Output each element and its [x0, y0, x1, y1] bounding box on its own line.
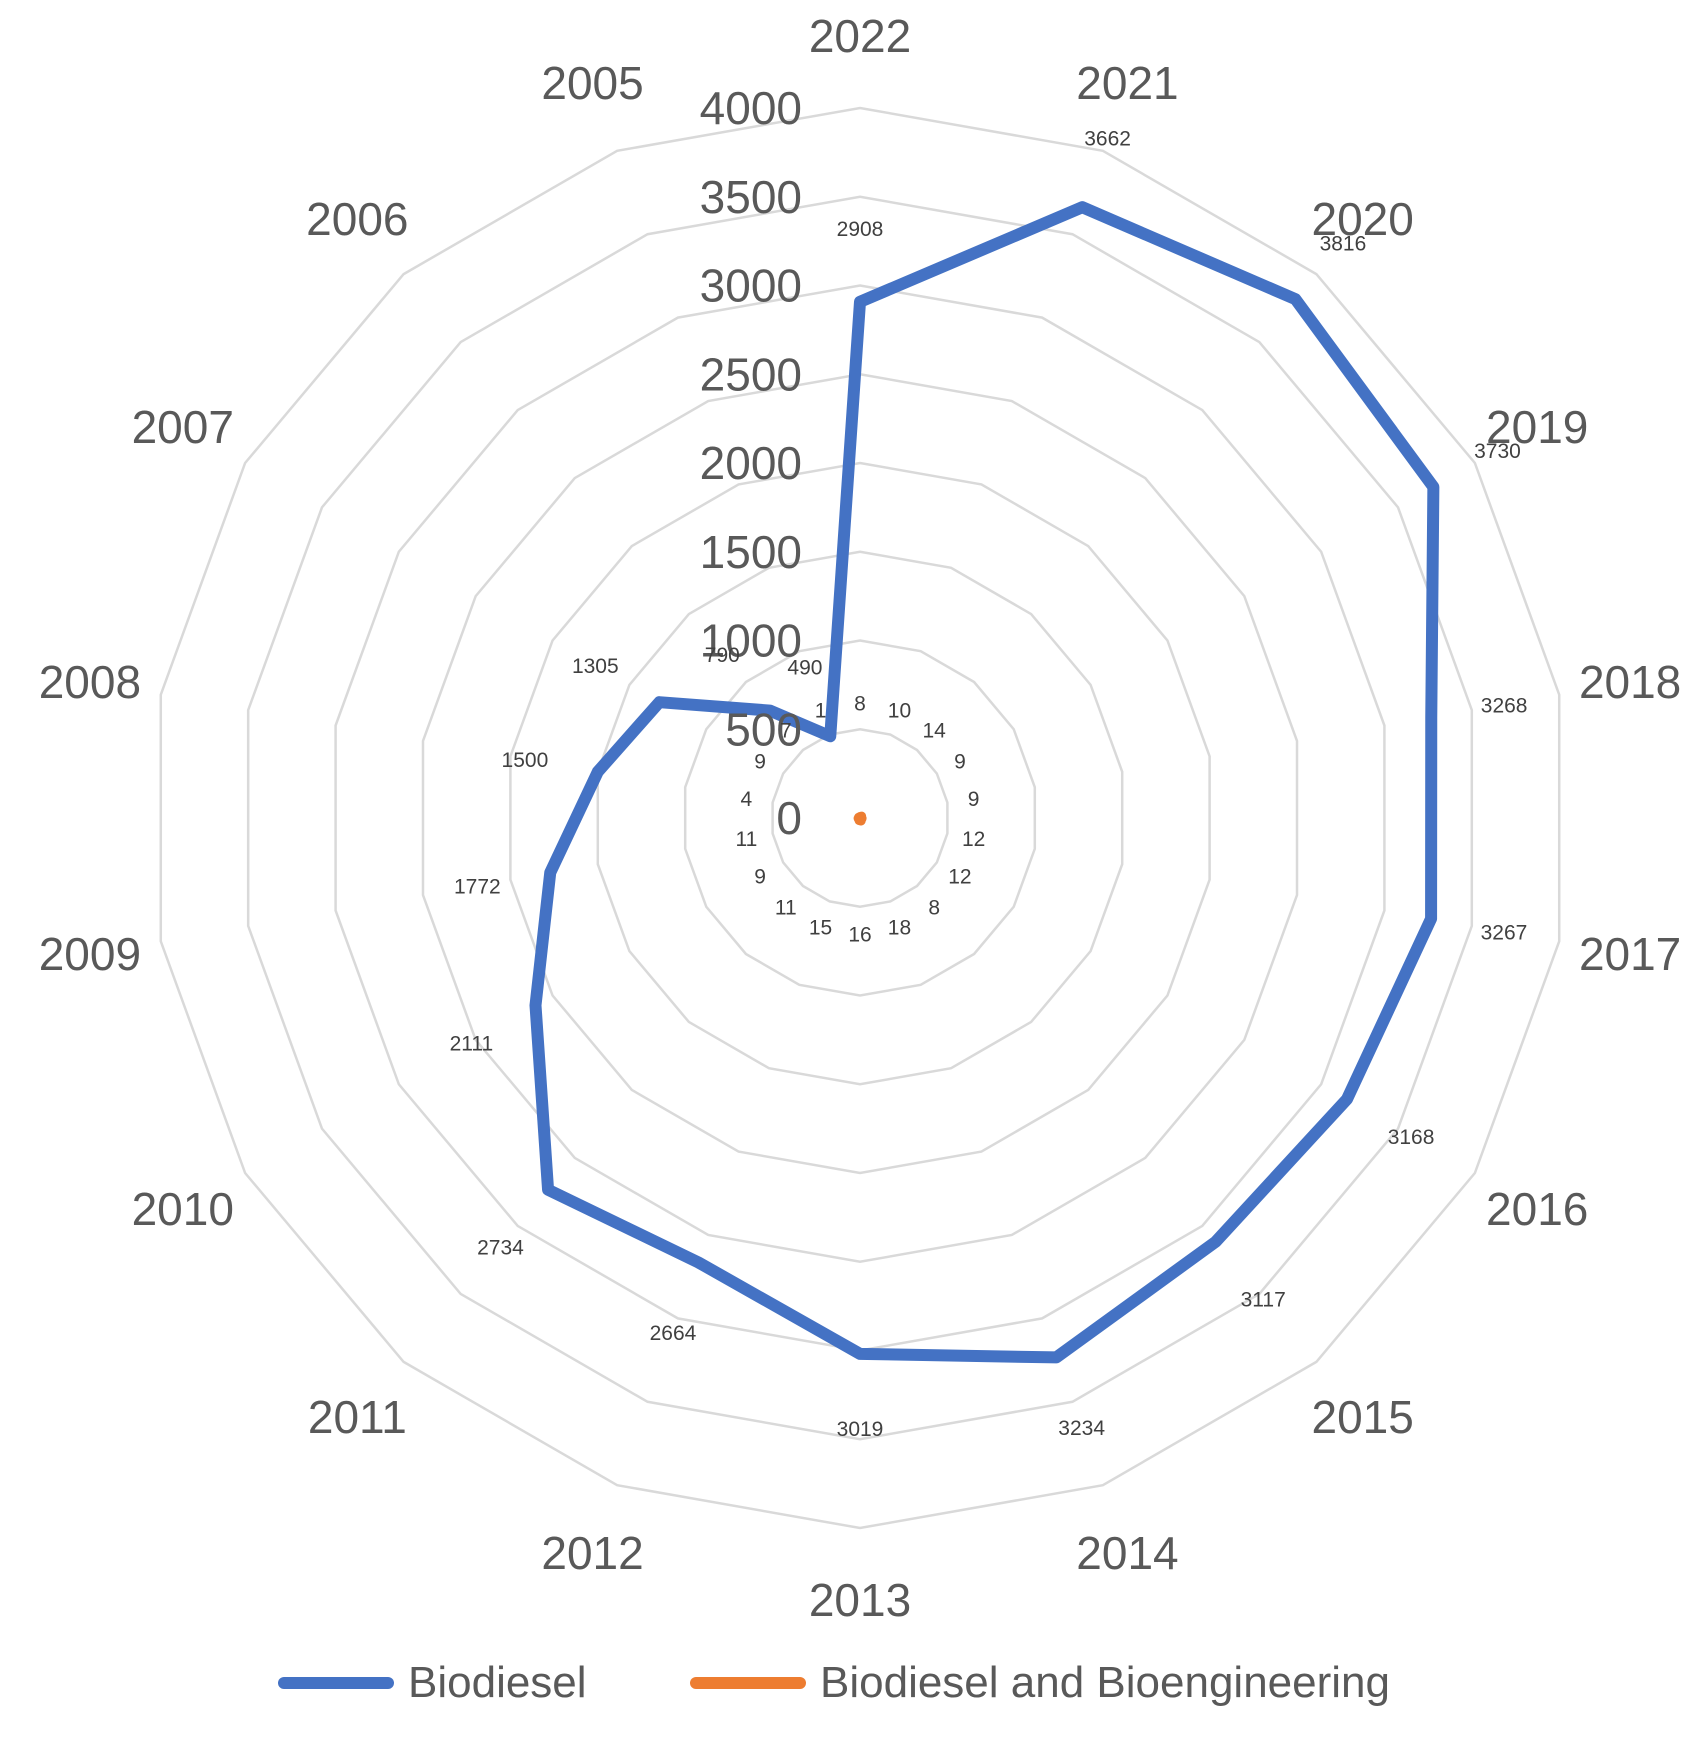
grid-ring-2000: [509, 461, 1211, 1175]
grid-ring-4000: [159, 106, 1561, 1530]
data-label-biodiesel-2008: 1500: [502, 749, 549, 772]
data-label-bioengineering-2007: 9: [754, 750, 766, 773]
tick-label-4000: 4000: [700, 82, 802, 134]
grid-ring-3500: [246, 195, 1474, 1441]
category-label-2020: 2020: [1311, 193, 1413, 245]
category-label-2008: 2008: [39, 656, 141, 708]
category-label-2010: 2010: [132, 1183, 234, 1235]
series-line-biodiesel-bioengineering: [853, 811, 867, 826]
data-label-biodiesel-2017: 3267: [1481, 922, 1528, 945]
data-label-bioengineering-2019: 9: [954, 750, 966, 773]
data-label-biodiesel-2019: 3730: [1474, 440, 1521, 463]
category-label-2015: 2015: [1311, 1391, 1413, 1443]
category-label-2014: 2014: [1076, 1527, 1178, 1579]
data-label-biodiesel-2011: 2734: [477, 1236, 524, 1259]
legend-label-biodiesel-bioengineering: Biodiesel and Bioengineering: [820, 1658, 1390, 1707]
data-label-bioengineering-2008: 4: [741, 788, 753, 811]
data-label-bioengineering-2022: 8: [854, 693, 866, 716]
data-label-bioengineering-2021: 10: [888, 700, 911, 723]
grid-ring-1000: [683, 639, 1037, 997]
data-label-biodiesel-2009: 1772: [454, 875, 501, 898]
data-label-bioengineering-2018: 9: [968, 788, 980, 811]
tick-label-0: 0: [776, 792, 802, 844]
radar-series: [529, 201, 1440, 1364]
tick-label-1000: 1000: [700, 615, 802, 667]
category-label-2016: 2016: [1486, 1183, 1588, 1235]
category-label-2007: 2007: [132, 401, 234, 453]
data-label-biodiesel-2007: 1305: [572, 655, 619, 678]
data-label-bioengineering-2013: 16: [848, 923, 871, 946]
category-label-2011: 2011: [308, 1391, 407, 1443]
data-label-biodiesel-2013: 3019: [837, 1418, 884, 1441]
tick-label-2000: 2000: [700, 437, 802, 489]
data-label-bioengineering-2014: 18: [888, 916, 911, 939]
category-label-2019: 2019: [1486, 401, 1588, 453]
series-line-biodiesel: [529, 201, 1440, 1364]
category-label-2017: 2017: [1579, 928, 1681, 980]
data-label-bioengineering-2010: 9: [754, 866, 766, 889]
tick-label-500: 500: [725, 703, 802, 755]
radial-axis-ticks: 0 500 1000 1500 2000 2500 3000 3500 4000: [700, 82, 802, 844]
data-label-bioengineering-2006: 7: [780, 720, 792, 743]
data-label-bioengineering-2017: 12: [962, 828, 985, 851]
data-label-bioengineering-2012: 15: [809, 916, 832, 939]
data-label-biodiesel-2016: 3168: [1388, 1126, 1435, 1149]
category-label-2018: 2018: [1579, 656, 1681, 708]
data-label-bioengineering-2009: 11: [735, 828, 757, 851]
data-label-biodiesel-2022: 2908: [837, 218, 884, 241]
grid-ring-2500: [421, 372, 1299, 1264]
grid-ring-1500: [596, 550, 1124, 1086]
legend-swatch-biodiesel: [278, 1677, 394, 1689]
legend-item-biodiesel: Biodiesel: [278, 1648, 587, 1718]
category-label-2021: 2021: [1076, 57, 1178, 109]
data-label-bioengineering-2005: 1: [815, 700, 827, 723]
legend: Biodiesel Biodiesel and Bioengineering: [0, 1648, 1707, 1718]
category-label-2005: 2005: [541, 57, 643, 109]
category-label-2012: 2012: [541, 1527, 643, 1579]
tick-label-3500: 3500: [700, 171, 802, 223]
grid-ring-500: [771, 727, 949, 909]
data-label-biodiesel-2012: 2664: [650, 1322, 697, 1345]
category-labels: 2022 2021 2020 2019 2018 2017 2016 2015 2014 2013…: [39, 10, 1682, 1626]
category-label-2013: 2013: [809, 1574, 911, 1626]
category-label-2006: 2006: [306, 193, 408, 245]
data-label-biodiesel-2015: 3117: [1241, 1289, 1286, 1312]
legend-swatch-biodiesel-bioengineering: [690, 1677, 806, 1689]
data-label-bioengineering-2011: 11: [775, 896, 797, 919]
data-label-biodiesel-2005: 490: [787, 657, 822, 680]
tick-label-3000: 3000: [700, 260, 802, 312]
tick-label-1500: 1500: [700, 526, 802, 578]
data-label-biodiesel-2020: 3816: [1320, 232, 1367, 255]
data-label-bioengineering-2015: 8: [928, 896, 940, 919]
data-label-biodiesel-2014: 3234: [1058, 1417, 1105, 1440]
data-label-biodiesel-2021: 3662: [1084, 128, 1131, 151]
data-label-biodiesel-2010: 2111: [450, 1032, 494, 1055]
legend-label-biodiesel: Biodiesel: [408, 1658, 587, 1707]
category-label-2022: 2022: [809, 10, 911, 62]
data-label-bioengineering-2020: 14: [922, 720, 946, 743]
data-label-biodiesel-2006: 790: [705, 644, 740, 667]
tick-label-2500: 2500: [700, 348, 802, 400]
data-label-bioengineering-2016: 12: [948, 866, 971, 889]
legend-item-biodiesel-bioengineering: Biodiesel and Bioengineering: [690, 1648, 1390, 1718]
data-labels: 2908 3662 3816 3730 3268 3267 3168 3117 3234 3019…: [450, 128, 1528, 1441]
data-label-biodiesel-2018: 3268: [1481, 694, 1528, 717]
category-label-2009: 2009: [39, 928, 141, 980]
